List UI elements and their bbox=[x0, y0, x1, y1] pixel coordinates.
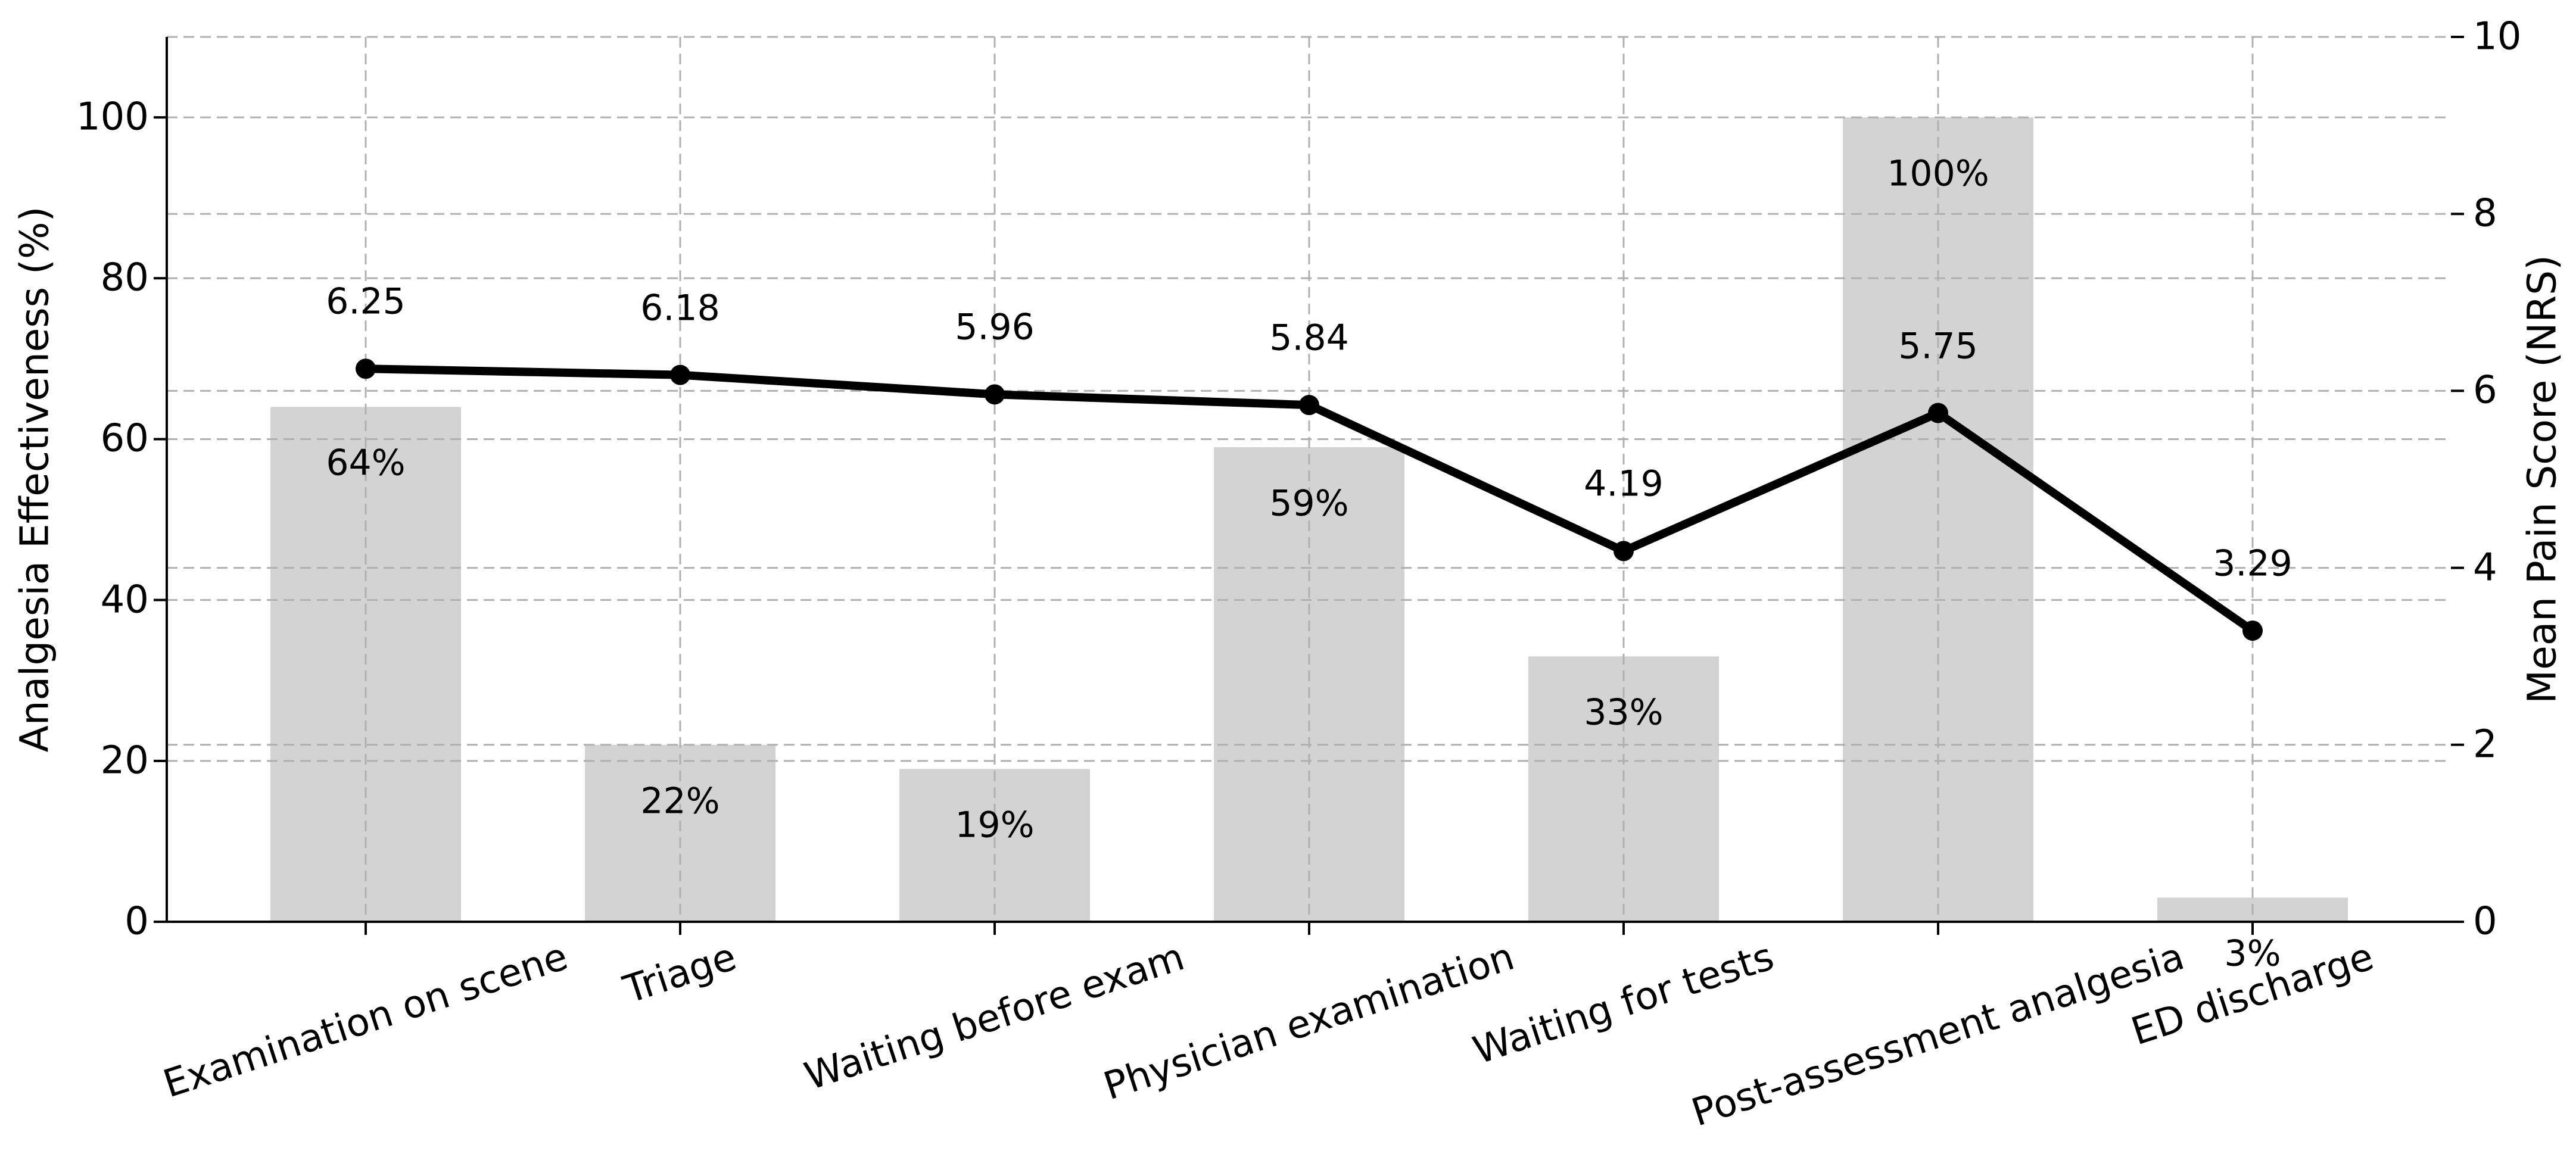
pain-line-marker bbox=[2242, 620, 2263, 641]
right-axis-title: Mean Pain Score (NRS) bbox=[2519, 255, 2565, 704]
y-left-tick-label: 0 bbox=[124, 899, 149, 944]
y-left-tick-label: 100 bbox=[76, 95, 149, 139]
y-left-tick-label: 40 bbox=[100, 578, 149, 622]
y-right-tick-label: 8 bbox=[2473, 191, 2497, 236]
y-right-tick-label: 10 bbox=[2473, 14, 2522, 59]
pain-line-marker bbox=[985, 384, 1005, 405]
gridlines-layer bbox=[167, 36, 2451, 922]
bar-value-label: 19% bbox=[955, 804, 1035, 846]
y-right-tick-label: 0 bbox=[2473, 899, 2497, 944]
pain-line-marker bbox=[356, 358, 376, 379]
pain-line-marker bbox=[1299, 395, 1319, 416]
bar-value-label: 33% bbox=[1584, 691, 1664, 734]
bar-value-label: 3% bbox=[2224, 932, 2281, 975]
line-value-label: 6.25 bbox=[326, 280, 406, 323]
x-category-label: Waiting for tests bbox=[1468, 934, 1779, 1074]
line-series-layer bbox=[356, 358, 2263, 641]
line-value-label: 5.96 bbox=[955, 306, 1035, 348]
y-left-tick-label: 60 bbox=[100, 416, 149, 461]
line-value-label: 3.29 bbox=[2213, 542, 2292, 585]
pain-line-marker bbox=[670, 364, 690, 385]
y-right-tick-label: 2 bbox=[2473, 722, 2497, 767]
bar-value-label: 22% bbox=[640, 780, 720, 822]
bar-value-label: 100% bbox=[1887, 152, 1989, 195]
bar-value-label: 64% bbox=[326, 442, 406, 484]
y-left-tick-label: 80 bbox=[100, 255, 149, 300]
x-category-label: Triage bbox=[618, 934, 742, 1012]
y-right-tick-label: 6 bbox=[2473, 368, 2497, 413]
line-value-label: 4.19 bbox=[1584, 463, 1664, 505]
line-value-label: 5.84 bbox=[1269, 317, 1349, 359]
pain-line-marker bbox=[1928, 403, 1948, 423]
axes-layer bbox=[154, 36, 2464, 935]
line-value-label: 5.75 bbox=[1898, 325, 1978, 367]
pain-line-marker bbox=[1613, 541, 1634, 562]
y-left-tick-label: 20 bbox=[100, 738, 149, 783]
left-axis-title: Analgesia Effectiveness (%) bbox=[11, 206, 58, 753]
bar-value-label: 59% bbox=[1269, 482, 1349, 525]
x-category-label: Examination on scene bbox=[158, 934, 574, 1108]
y-right-tick-label: 4 bbox=[2473, 545, 2497, 590]
line-value-label: 6.18 bbox=[640, 287, 720, 329]
